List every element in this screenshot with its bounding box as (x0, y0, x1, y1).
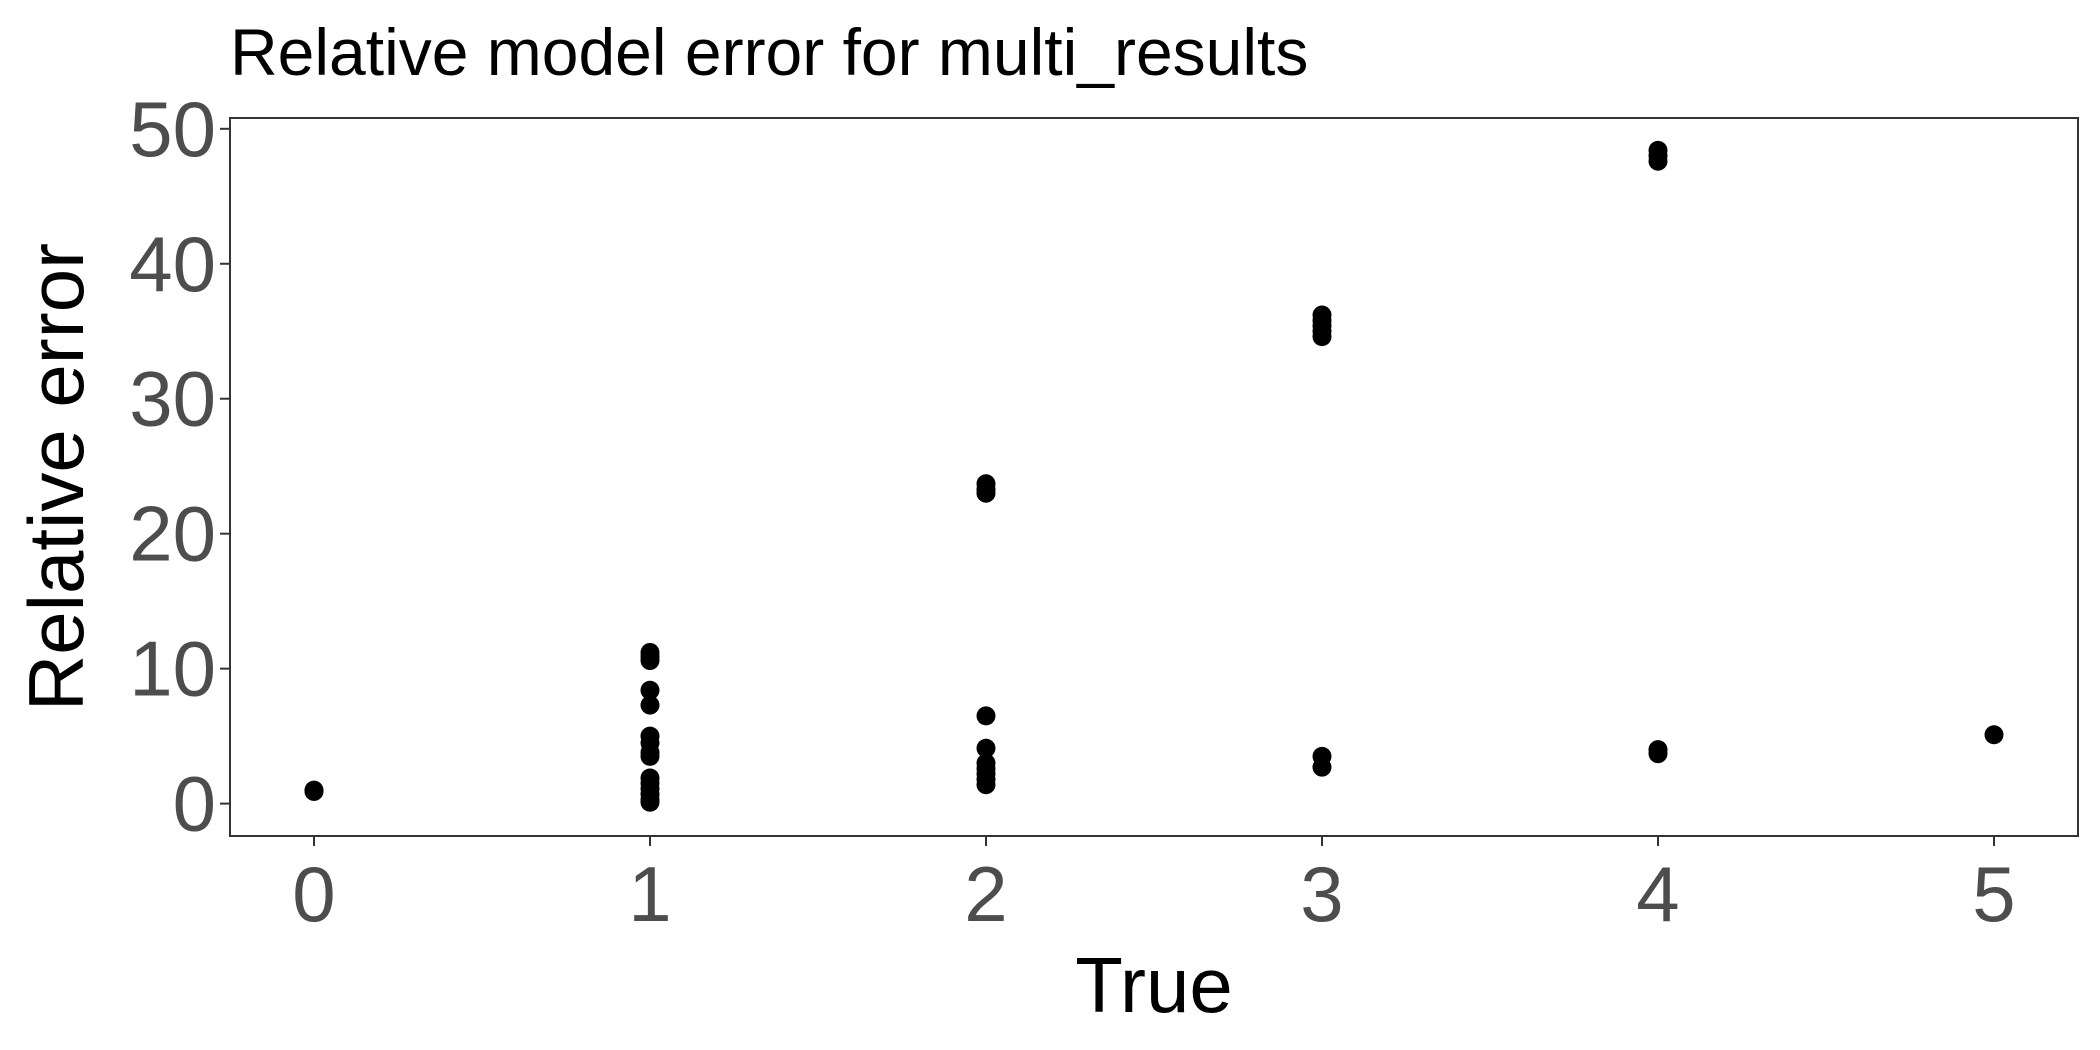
y-tick-label: 50 (129, 85, 216, 173)
y-axis: 0 10 20 30 40 50 (129, 85, 230, 848)
data-point (1312, 327, 1332, 347)
x-tick-label: 5 (1972, 850, 2015, 938)
data-point (640, 680, 660, 700)
data-point (640, 792, 660, 812)
data-point (640, 695, 660, 715)
data-point (1312, 757, 1332, 777)
x-axis-title: True (1075, 941, 1233, 1029)
data-point (976, 775, 996, 795)
y-tick-label: 10 (129, 625, 216, 713)
data-point (304, 780, 324, 800)
y-tick-label: 20 (129, 490, 216, 578)
x-axis: 0 1 2 3 4 5 (292, 836, 2016, 938)
x-tick-label: 3 (1300, 850, 1343, 938)
data-point (1648, 744, 1668, 764)
data-point (640, 651, 660, 671)
data-points (304, 140, 2004, 812)
data-point (976, 483, 996, 503)
x-tick-label: 4 (1636, 850, 1679, 938)
y-tick-label: 30 (129, 355, 216, 443)
x-tick-label: 2 (964, 850, 1007, 938)
y-axis-title: Relative error (12, 243, 100, 711)
y-tick-label: 0 (173, 760, 216, 848)
data-point (976, 738, 996, 758)
plot-panel (229, 117, 2079, 837)
x-tick-label: 0 (292, 850, 335, 938)
data-point (1984, 725, 2004, 745)
data-point (976, 706, 996, 726)
chart-title: Relative model error for multi_results (230, 15, 1308, 89)
y-tick-label: 40 (129, 220, 216, 308)
data-point (1648, 151, 1668, 171)
data-point (640, 746, 660, 766)
x-tick-label: 1 (628, 850, 671, 938)
